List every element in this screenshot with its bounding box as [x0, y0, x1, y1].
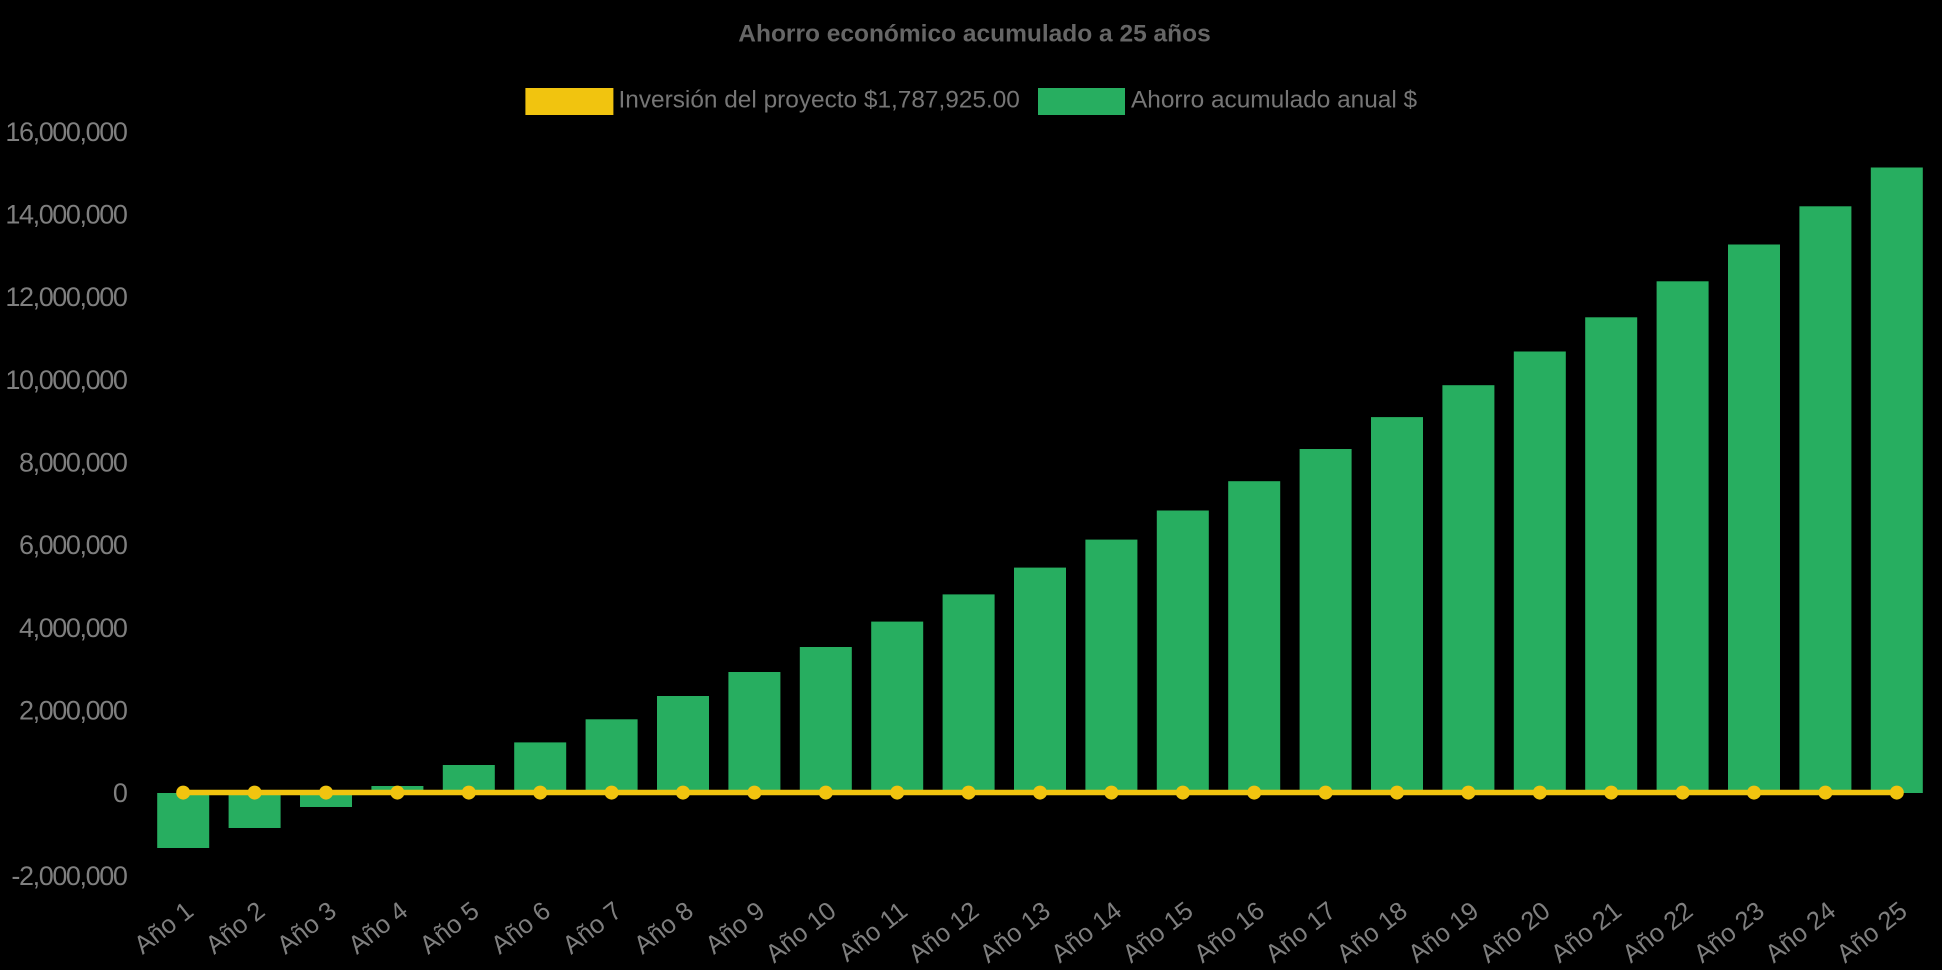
svg-text:12,000,000: 12,000,000 [5, 282, 127, 312]
svg-text:0: 0 [113, 778, 127, 808]
svg-text:10,000,000: 10,000,000 [5, 365, 127, 395]
svg-text:4,000,000: 4,000,000 [19, 613, 127, 643]
svg-text:8,000,000: 8,000,000 [19, 448, 127, 478]
svg-text:16,000,000: 16,000,000 [5, 117, 127, 147]
svg-text:Inversión del proyecto $1,787,: Inversión del proyecto $1,787,925.00 [619, 87, 1020, 114]
svg-text:-2,000,000: -2,000,000 [11, 861, 126, 891]
svg-text:2,000,000: 2,000,000 [19, 696, 127, 726]
svg-text:6,000,000: 6,000,000 [19, 530, 127, 560]
svg-text:Ahorro económico acumulado a 2: Ahorro económico acumulado a 25 años [738, 21, 1210, 48]
svg-text:Ahorro acumulado anual $: Ahorro acumulado anual $ [1131, 87, 1418, 114]
svg-text:14,000,000: 14,000,000 [5, 200, 127, 230]
